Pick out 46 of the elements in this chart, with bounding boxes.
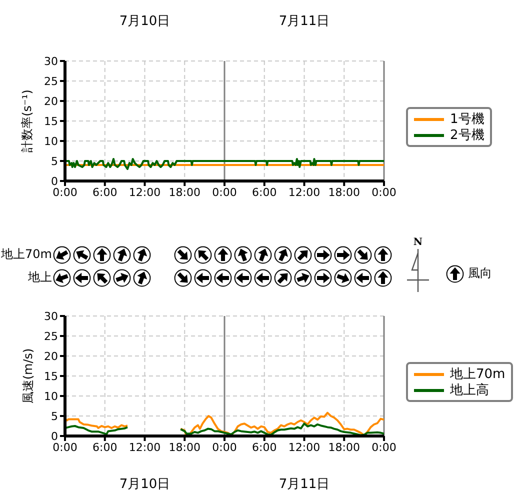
text: 7月11日: [278, 477, 330, 493]
y-tick-label: 0: [51, 174, 58, 188]
y-tick-label: 0: [51, 430, 58, 443]
x-tick-label: 18:00: [328, 186, 360, 199]
y-tick-label: 30: [44, 310, 58, 323]
legend-label: 2号機: [450, 127, 484, 144]
y-tick-label: 10: [44, 390, 58, 403]
x-tick-label: 12:00: [288, 186, 320, 199]
text: 7月10日: [119, 14, 170, 30]
y-axis-title: 計数率(s⁻¹): [20, 90, 34, 152]
text: 7月11日: [278, 14, 330, 30]
x-tick-label: 6:00: [252, 186, 277, 199]
x-tick-label: 0:00: [52, 440, 78, 454]
x-tick-label: 0:00: [212, 186, 237, 199]
legend-label: 地上70m: [450, 366, 506, 383]
x-tick-label: 6:00: [252, 440, 277, 454]
y-tick-label: 5: [51, 410, 58, 423]
y-tick-label: 15: [44, 114, 58, 128]
x-tick-label: 0:00: [372, 440, 396, 454]
y-tick-label: 20: [44, 94, 58, 108]
y-tick-label: 5: [51, 154, 58, 168]
x-tick-label: 0:00: [52, 186, 78, 199]
x-tick-label: 0:00: [212, 440, 237, 454]
x-tick-label: 6:00: [92, 440, 118, 454]
x-tick-label: 12:00: [288, 440, 320, 454]
legend-label: 地上高: [450, 382, 489, 399]
x-tick-label: 12:00: [128, 186, 161, 199]
x-tick-label: 18:00: [168, 440, 200, 454]
text: 地上: [28, 270, 52, 285]
y-tick-label: 25: [44, 330, 58, 343]
legend-label: 1号機: [450, 111, 484, 128]
x-tick-label: 6:00: [92, 186, 118, 199]
text: N: [413, 237, 423, 248]
y-tick-label: 30: [44, 54, 58, 68]
x-tick-label: 18:00: [168, 186, 200, 199]
x-tick-label: 18:00: [328, 440, 360, 454]
y-axis-title: 風速(m/s): [21, 348, 35, 404]
text: 風向: [468, 266, 492, 281]
x-tick-label: 0:00: [372, 186, 396, 199]
y-tick-label: 15: [44, 370, 58, 383]
text: 7月10日: [119, 477, 170, 493]
y-tick-label: 10: [44, 134, 58, 148]
y-tick-label: 25: [44, 74, 58, 88]
text: 地上70m: [1, 247, 52, 262]
x-tick-label: 12:00: [128, 440, 161, 454]
y-tick-label: 20: [44, 350, 58, 363]
